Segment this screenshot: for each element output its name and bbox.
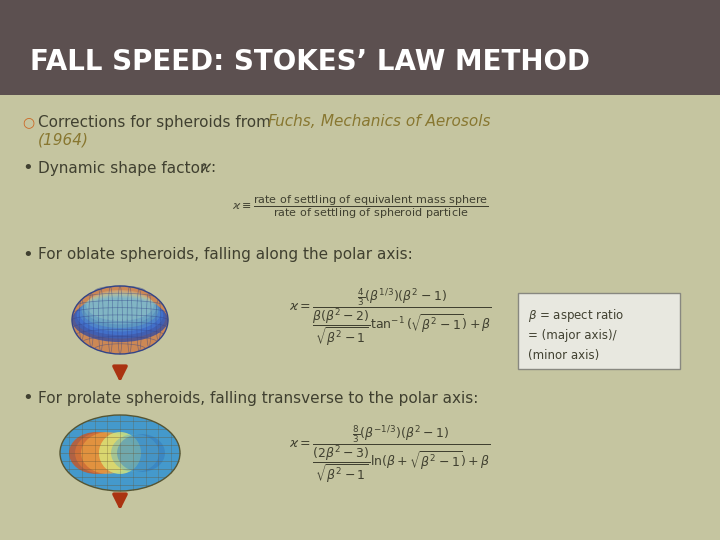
Text: $\varkappa = \dfrac{\frac{8}{3}(\beta^{-1/3})(\beta^2 - 1)}{\dfrac{(2\beta^2-3)}: $\varkappa = \dfrac{\frac{8}{3}(\beta^{-… [289, 424, 491, 486]
Ellipse shape [72, 298, 168, 342]
Ellipse shape [86, 290, 153, 321]
Text: (minor axis): (minor axis) [528, 349, 599, 362]
Text: Corrections for spheroids from: Corrections for spheroids from [38, 114, 276, 130]
Text: $\varkappa \equiv \dfrac{\mathrm{rate\ of\ settling\ of\ equivalent\ mass\ spher: $\varkappa \equiv \dfrac{\mathrm{rate\ o… [232, 193, 488, 221]
Text: •: • [22, 389, 32, 407]
Ellipse shape [77, 295, 163, 335]
Ellipse shape [111, 434, 159, 472]
Ellipse shape [60, 415, 180, 491]
Text: $\varkappa$: $\varkappa$ [200, 160, 212, 176]
Ellipse shape [81, 432, 135, 474]
Text: $\varkappa = \dfrac{\frac{4}{3}(\beta^{1/3})(\beta^2 - 1)}{\dfrac{\beta(\beta^2-: $\varkappa = \dfrac{\frac{4}{3}(\beta^{1… [289, 287, 492, 349]
Text: Dynamic shape factor: Dynamic shape factor [38, 160, 211, 176]
Text: $\beta$ = aspect ratio: $\beta$ = aspect ratio [528, 307, 624, 325]
Ellipse shape [84, 291, 156, 325]
Text: :: : [210, 160, 215, 176]
Ellipse shape [117, 434, 165, 472]
Text: •: • [22, 246, 32, 264]
Ellipse shape [99, 432, 141, 474]
Text: (1964): (1964) [38, 132, 89, 147]
Text: For oblate spheroids, falling along the polar axis:: For oblate spheroids, falling along the … [38, 247, 413, 262]
Ellipse shape [79, 294, 161, 332]
FancyBboxPatch shape [518, 293, 680, 369]
Ellipse shape [75, 432, 129, 474]
Ellipse shape [74, 296, 166, 339]
Text: ○: ○ [22, 115, 34, 129]
Text: Mechanics of Aerosols: Mechanics of Aerosols [316, 114, 490, 130]
Text: FALL SPEED: STOKES’ LAW METHOD: FALL SPEED: STOKES’ LAW METHOD [30, 48, 590, 76]
Ellipse shape [99, 432, 141, 474]
Ellipse shape [72, 286, 168, 354]
Ellipse shape [81, 293, 158, 328]
Text: = (major axis)/: = (major axis)/ [528, 329, 616, 342]
Text: For prolate spheroids, falling transverse to the polar axis:: For prolate spheroids, falling transvers… [38, 390, 478, 406]
Text: •: • [22, 159, 32, 177]
Ellipse shape [69, 432, 123, 474]
Text: Fuchs,: Fuchs, [268, 114, 317, 130]
Bar [0, 0, 720, 95]
